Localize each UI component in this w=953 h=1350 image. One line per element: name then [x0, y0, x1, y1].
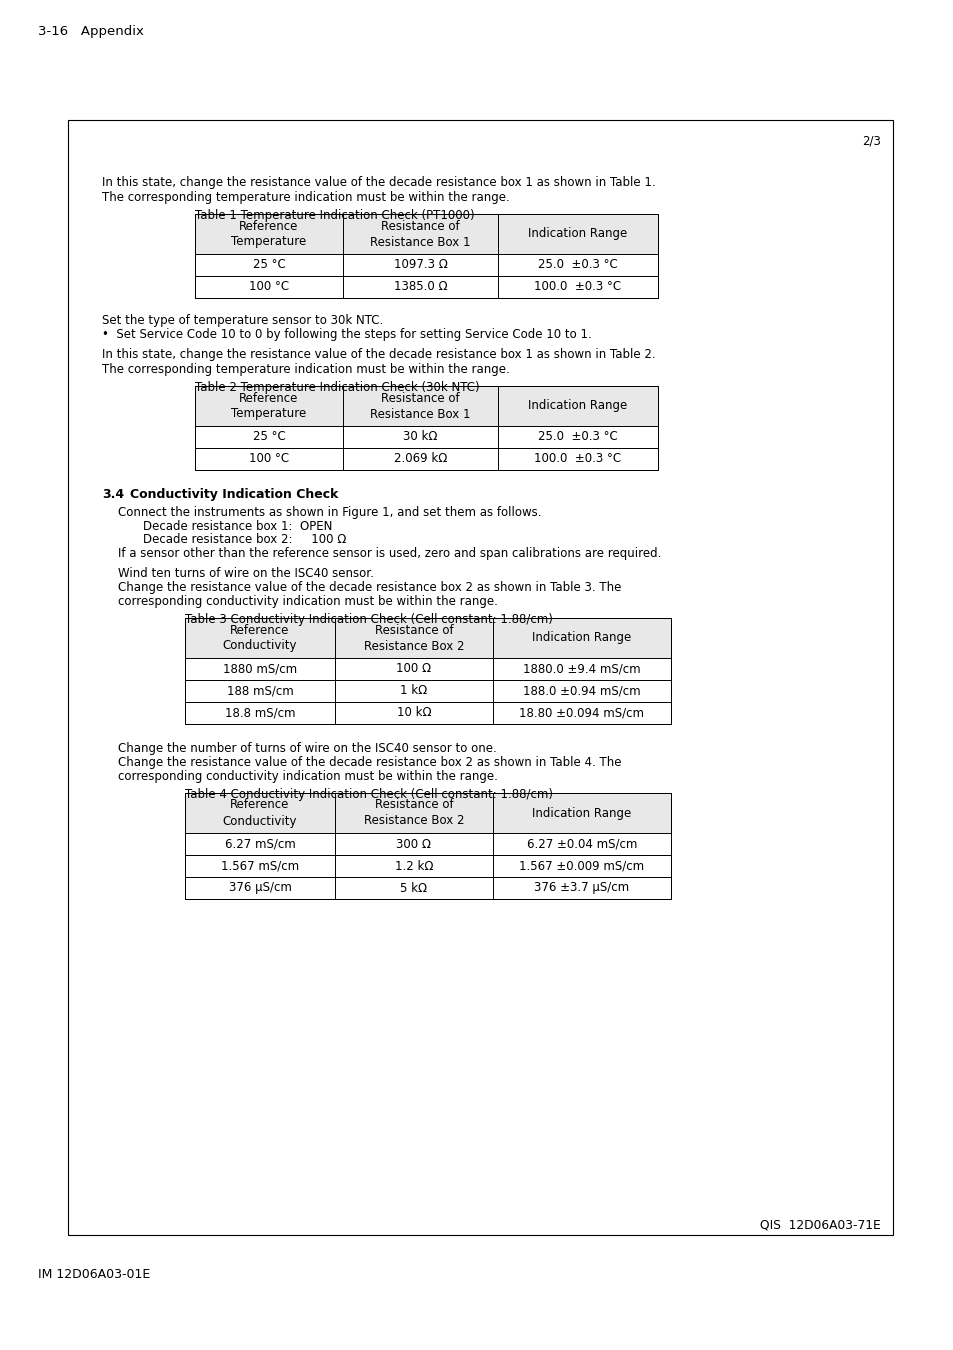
Text: Reference
Conductivity: Reference Conductivity: [222, 798, 297, 828]
Text: 100 °C: 100 °C: [249, 281, 289, 293]
Text: IM 12D06A03-01E: IM 12D06A03-01E: [38, 1268, 150, 1281]
Text: Resistance of
Resistance Box 1: Resistance of Resistance Box 1: [370, 220, 470, 248]
Text: Conductivity Indication Check: Conductivity Indication Check: [130, 487, 338, 501]
Bar: [194, 448, 658, 470]
Text: In this state, change the resistance value of the decade resistance box 1 as sho: In this state, change the resistance val…: [102, 176, 655, 189]
Text: 25.0  ±0.3 °C: 25.0 ±0.3 °C: [537, 431, 618, 444]
Text: Reference
Conductivity: Reference Conductivity: [222, 624, 297, 652]
Text: 30 kΩ: 30 kΩ: [403, 431, 437, 444]
Text: Change the resistance value of the decade resistance box 2 as shown in Table 4. : Change the resistance value of the decad…: [118, 756, 620, 770]
Text: Table 4 Conductivity Indication Check (Cell constant: 1.88/cm): Table 4 Conductivity Indication Check (C…: [185, 788, 553, 801]
Text: corresponding conductivity indication must be within the range.: corresponding conductivity indication mu…: [118, 769, 497, 783]
Text: 10 kΩ: 10 kΩ: [396, 706, 431, 720]
Text: Reference
Temperature: Reference Temperature: [232, 392, 306, 420]
Text: Indication Range: Indication Range: [528, 228, 627, 240]
Text: 25 °C: 25 °C: [253, 258, 285, 271]
Bar: [194, 275, 658, 298]
Bar: [185, 855, 670, 878]
Bar: [185, 833, 670, 855]
Text: Table 3 Conductivity Indication Check (Cell constant: 1.88/cm): Table 3 Conductivity Indication Check (C…: [185, 613, 553, 626]
Text: 376 μS/cm: 376 μS/cm: [229, 882, 291, 895]
Bar: [68, 120, 892, 1235]
Text: 2.069 kΩ: 2.069 kΩ: [394, 452, 447, 466]
Text: Decade resistance box 2:     100 Ω: Decade resistance box 2: 100 Ω: [143, 533, 346, 545]
Bar: [194, 427, 658, 448]
Text: 18.8 mS/cm: 18.8 mS/cm: [225, 706, 294, 720]
Text: Change the resistance value of the decade resistance box 2 as shown in Table 3. : Change the resistance value of the decad…: [118, 580, 620, 594]
Text: Indication Range: Indication Range: [532, 806, 631, 819]
Text: 1385.0 Ω: 1385.0 Ω: [394, 281, 447, 293]
Text: The corresponding temperature indication must be within the range.: The corresponding temperature indication…: [102, 363, 509, 377]
Text: 25.0  ±0.3 °C: 25.0 ±0.3 °C: [537, 258, 618, 271]
Text: 188.0 ±0.94 mS/cm: 188.0 ±0.94 mS/cm: [522, 684, 640, 698]
Bar: [185, 792, 670, 833]
Bar: [185, 618, 670, 657]
Text: 1.567 mS/cm: 1.567 mS/cm: [221, 860, 298, 872]
Text: 100 °C: 100 °C: [249, 452, 289, 466]
Text: 5 kΩ: 5 kΩ: [400, 882, 427, 895]
Text: Resistance of
Resistance Box 1: Resistance of Resistance Box 1: [370, 392, 470, 420]
Text: 1880 mS/cm: 1880 mS/cm: [223, 663, 296, 675]
Text: 1.2 kΩ: 1.2 kΩ: [395, 860, 433, 872]
Text: 376 ±3.7 μS/cm: 376 ±3.7 μS/cm: [534, 882, 629, 895]
Text: Set the type of temperature sensor to 30k NTC.: Set the type of temperature sensor to 30…: [102, 315, 383, 327]
Text: The corresponding temperature indication must be within the range.: The corresponding temperature indication…: [102, 190, 509, 204]
Text: Connect the instruments as shown in Figure 1, and set them as follows.: Connect the instruments as shown in Figu…: [118, 506, 541, 518]
Bar: [194, 215, 658, 298]
Text: 1.567 ±0.009 mS/cm: 1.567 ±0.009 mS/cm: [518, 860, 644, 872]
Bar: [185, 657, 670, 680]
Bar: [185, 618, 670, 724]
Text: Resistance of
Resistance Box 2: Resistance of Resistance Box 2: [363, 624, 464, 652]
Text: Resistance of
Resistance Box 2: Resistance of Resistance Box 2: [363, 798, 464, 828]
Text: QIS  12D06A03-71E: QIS 12D06A03-71E: [760, 1219, 880, 1233]
Text: 3-16   Appendix: 3-16 Appendix: [38, 26, 144, 38]
Text: If a sensor other than the reference sensor is used, zero and span calibrations : If a sensor other than the reference sen…: [118, 547, 660, 560]
Bar: [185, 702, 670, 724]
Bar: [194, 254, 658, 275]
Text: Table 1 Temperature Indication Check (PT1000): Table 1 Temperature Indication Check (PT…: [194, 209, 475, 221]
Text: •  Set Service Code 10 to 0 by following the steps for setting Service Code 10 t: • Set Service Code 10 to 0 by following …: [102, 328, 591, 342]
Text: 6.27 ±0.04 mS/cm: 6.27 ±0.04 mS/cm: [526, 837, 637, 850]
Text: Wind ten turns of wire on the ISC40 sensor.: Wind ten turns of wire on the ISC40 sens…: [118, 567, 374, 580]
Text: 1097.3 Ω: 1097.3 Ω: [394, 258, 447, 271]
Text: 100.0  ±0.3 °C: 100.0 ±0.3 °C: [534, 281, 621, 293]
Text: 188 mS/cm: 188 mS/cm: [227, 684, 294, 698]
Bar: [185, 792, 670, 899]
Bar: [185, 878, 670, 899]
Bar: [194, 215, 658, 254]
Text: In this state, change the resistance value of the decade resistance box 1 as sho: In this state, change the resistance val…: [102, 348, 655, 360]
Text: Indication Range: Indication Range: [528, 400, 627, 413]
Text: 25 °C: 25 °C: [253, 431, 285, 444]
Text: Table 2 Temperature Indication Check (30k NTC): Table 2 Temperature Indication Check (30…: [194, 381, 479, 394]
Bar: [185, 680, 670, 702]
Text: 3.4: 3.4: [102, 487, 124, 501]
Text: 1880.0 ±9.4 mS/cm: 1880.0 ±9.4 mS/cm: [522, 663, 640, 675]
Text: 6.27 mS/cm: 6.27 mS/cm: [224, 837, 295, 850]
Text: Reference
Temperature: Reference Temperature: [232, 220, 306, 248]
Text: corresponding conductivity indication must be within the range.: corresponding conductivity indication mu…: [118, 595, 497, 608]
Bar: [194, 386, 658, 470]
Text: 100 Ω: 100 Ω: [396, 663, 431, 675]
Text: 2/3: 2/3: [862, 134, 880, 147]
Text: 300 Ω: 300 Ω: [396, 837, 431, 850]
Text: 100.0  ±0.3 °C: 100.0 ±0.3 °C: [534, 452, 621, 466]
Text: Change the number of turns of wire on the ISC40 sensor to one.: Change the number of turns of wire on th…: [118, 743, 497, 755]
Bar: [194, 386, 658, 427]
Text: Indication Range: Indication Range: [532, 632, 631, 644]
Text: 18.80 ±0.094 mS/cm: 18.80 ±0.094 mS/cm: [519, 706, 644, 720]
Text: Decade resistance box 1:  OPEN: Decade resistance box 1: OPEN: [143, 520, 332, 533]
Text: 1 kΩ: 1 kΩ: [400, 684, 427, 698]
